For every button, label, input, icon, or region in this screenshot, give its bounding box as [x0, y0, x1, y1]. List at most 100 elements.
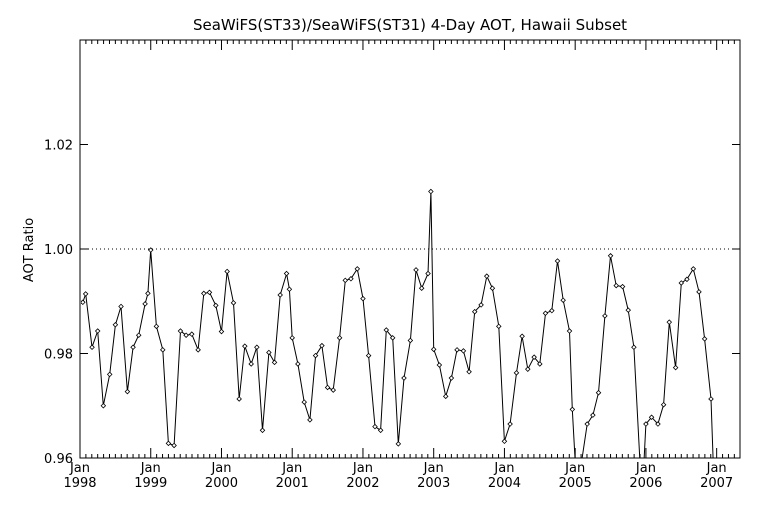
data-point	[213, 302, 219, 309]
data-point	[206, 289, 213, 296]
data-point	[648, 414, 655, 421]
data-point	[242, 343, 248, 349]
data-point	[283, 270, 290, 277]
data-point	[483, 273, 490, 279]
data-point	[666, 319, 673, 325]
data-point	[301, 399, 308, 405]
data-point	[542, 310, 549, 317]
data-point	[428, 188, 434, 195]
data-point	[266, 349, 272, 356]
data-point	[684, 276, 690, 283]
data-point	[159, 347, 166, 353]
data-point	[130, 344, 136, 350]
x-tick-year-label: 2004	[488, 476, 521, 491]
x-tick-year-label: 1998	[63, 476, 96, 491]
data-point	[224, 268, 230, 275]
data-point	[189, 331, 195, 337]
series-line	[81, 191, 714, 458]
data-point	[425, 270, 431, 277]
data-point	[466, 369, 472, 375]
data-point	[531, 354, 537, 360]
data-point	[360, 295, 366, 302]
data-point	[407, 337, 414, 344]
tick-layer: 0.960.981.001.02Jan1998Jan1999Jan2000Jan…	[44, 40, 740, 491]
y-axis-label: AOT Ratio	[22, 218, 37, 282]
data-point	[342, 277, 349, 284]
data-point	[201, 290, 207, 297]
data-point	[507, 421, 513, 427]
data-point	[82, 291, 89, 297]
data-point	[736, 477, 740, 481]
data-point	[537, 361, 543, 367]
data-point	[81, 299, 86, 306]
data-point	[348, 276, 354, 282]
data-point	[389, 335, 396, 341]
data-point	[118, 303, 124, 310]
x-tick-month-label: Jan	[281, 461, 302, 476]
data-point	[519, 333, 525, 340]
data-point	[489, 285, 496, 291]
data-point	[569, 406, 576, 413]
data-point	[454, 347, 460, 353]
data-point	[418, 285, 425, 291]
data-point	[560, 297, 566, 303]
data-point	[442, 393, 449, 400]
data-point	[602, 313, 608, 319]
x-tick-month-label: Jan	[69, 461, 90, 476]
data-point	[383, 327, 390, 333]
data-point	[619, 283, 626, 290]
data-point	[496, 323, 502, 330]
data-point	[701, 336, 708, 342]
x-tick-year-label: 1999	[134, 476, 167, 491]
data-point	[286, 286, 293, 292]
data-point	[566, 328, 573, 334]
x-tick-year-label: 2001	[276, 476, 309, 491]
data-point	[643, 421, 649, 427]
data-point	[401, 375, 407, 381]
data-point	[336, 335, 343, 341]
data-point	[501, 438, 508, 445]
data-point	[607, 253, 614, 259]
data-point	[94, 328, 101, 334]
data-point	[295, 361, 301, 367]
data-point	[430, 346, 437, 353]
x-tick-year-label: 2006	[629, 476, 662, 491]
x-tick-month-label: Jan	[564, 461, 585, 476]
x-tick-year-label: 2007	[700, 476, 733, 491]
y-tick-label: 0.96	[44, 452, 73, 467]
data-point	[631, 344, 637, 350]
data-point	[230, 300, 237, 306]
data-point	[195, 347, 201, 353]
data-point	[106, 371, 113, 378]
data-point	[655, 421, 661, 427]
data-point	[165, 440, 172, 447]
data-point	[365, 352, 372, 359]
chart-title: SeaWiFS(ST33)/SeaWiFS(ST31) 4-Day AOT, H…	[193, 16, 627, 34]
x-tick-month-label: Jan	[210, 461, 231, 476]
x-tick-year-label: 2003	[417, 476, 450, 491]
data-point	[372, 423, 378, 430]
x-tick-year-label: 2002	[346, 476, 379, 491]
data-point	[142, 301, 148, 307]
data-point	[248, 361, 254, 367]
data-point	[153, 323, 160, 330]
data-point	[135, 332, 142, 338]
series-layer	[81, 188, 740, 481]
data-point	[625, 307, 631, 313]
data-point	[436, 362, 443, 368]
data-point	[124, 388, 131, 395]
data-point	[460, 348, 467, 354]
data-point	[183, 332, 189, 338]
data-point	[413, 267, 419, 273]
data-point	[549, 307, 555, 314]
x-tick-month-label: Jan	[352, 461, 373, 476]
data-point	[330, 387, 337, 393]
data-point	[471, 308, 478, 315]
data-point	[145, 290, 151, 297]
data-point	[277, 292, 283, 298]
data-point	[254, 344, 260, 350]
data-point	[171, 442, 177, 449]
data-point	[89, 344, 95, 350]
x-tick-month-label: Jan	[706, 461, 727, 476]
